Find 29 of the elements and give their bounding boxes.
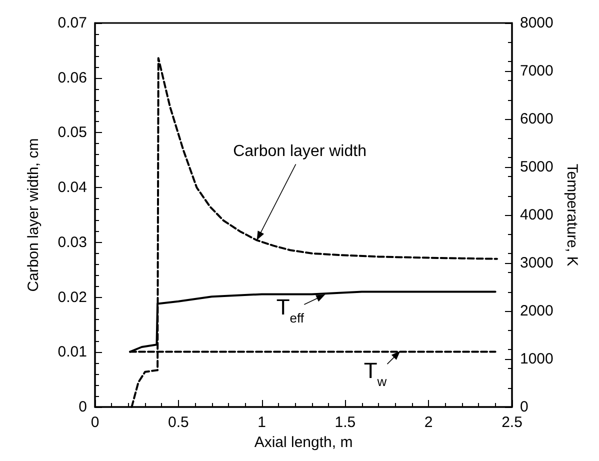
x-tick-label: 0	[90, 414, 100, 431]
x-tick-label: 0.5	[168, 414, 189, 431]
x-tick-label: 2.5	[502, 414, 522, 431]
y-tick-label: 0.05	[58, 124, 87, 142]
y-tick-label: 0.07	[58, 14, 87, 32]
y-axis-title: Carbon layer width, cm	[25, 138, 42, 292]
annotation: T$_{w}$	[364, 358, 388, 389]
x-tick-label: 1.5	[334, 414, 356, 431]
y-tick-label: 0.04	[58, 179, 87, 196]
y2-tick-label: 2000	[520, 302, 554, 320]
y2-tick-label: 7000	[520, 62, 554, 80]
y-tick-label: 0.02	[58, 288, 87, 306]
y-tick-label: 0.03	[58, 234, 87, 251]
y2-tick-label: 5000	[520, 158, 554, 176]
y2-tick-label: 0	[520, 398, 528, 416]
y-tick-label: 0.06	[58, 69, 87, 86]
x-tick-label: 1	[258, 414, 266, 431]
y2-tick-label: 8000	[520, 14, 554, 32]
annotation: T$_{eff}$	[276, 294, 304, 326]
y2-tick-label: 3000	[520, 254, 554, 272]
y-tick-label: 0.01	[58, 344, 87, 361]
y2-tick-label: 4000	[520, 206, 554, 224]
y-tick-label: 0	[78, 398, 87, 416]
y2-tick-label: 6000	[520, 110, 554, 128]
x-axis-title: Axial length, m	[254, 434, 353, 451]
y2-axis-title: Temperature, K	[563, 164, 580, 266]
annotation: Carbon layer width	[233, 143, 366, 160]
y2-tick-label: 1000	[520, 350, 554, 368]
x-tick-label: 2	[424, 414, 433, 431]
